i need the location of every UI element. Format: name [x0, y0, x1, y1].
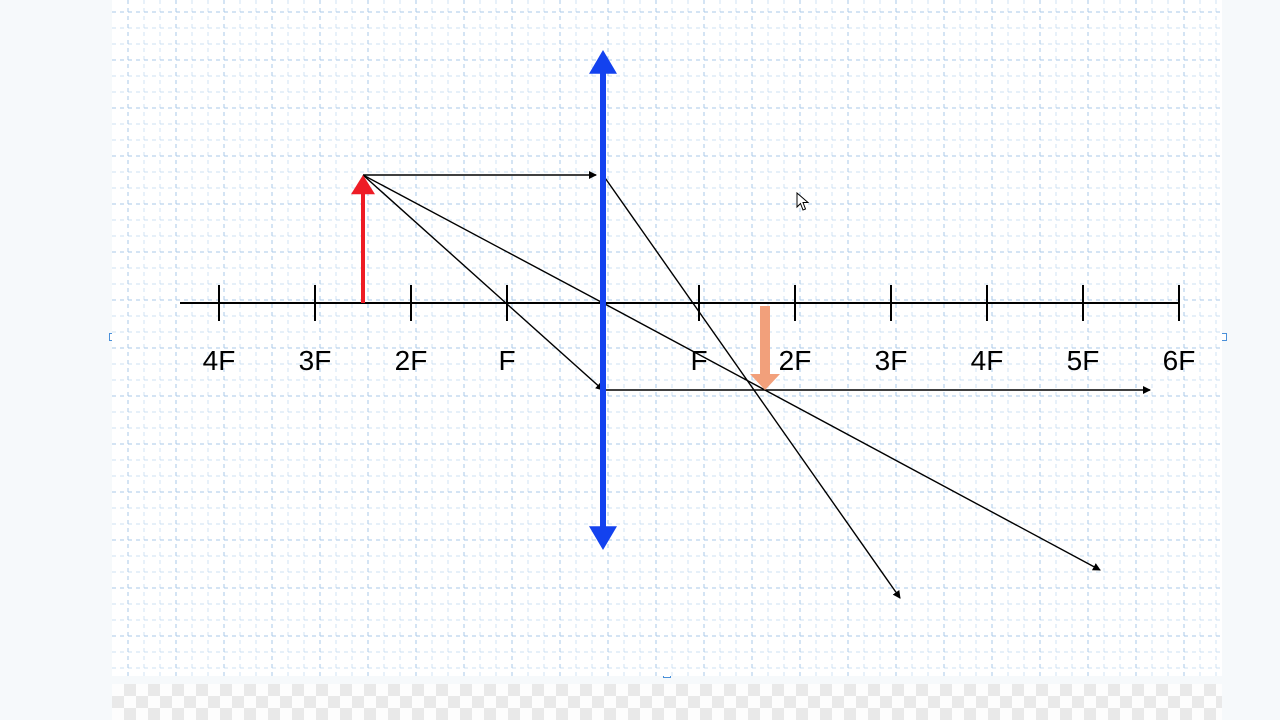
- axis-label-left-F: F: [498, 345, 515, 376]
- axis-label-right-6F: 6F: [1163, 345, 1196, 376]
- axis-label-right-2F: 2F: [779, 345, 812, 376]
- lens-ray-diagram: 4F 3F 2F F F 2F 3F 4F 5F 6F: [112, 0, 1222, 676]
- axis-label-left-4F: 4F: [203, 345, 236, 376]
- axis-label-right-3F: 3F: [875, 345, 908, 376]
- axis-label-right-F: F: [690, 345, 707, 376]
- axis-label-right-5F: 5F: [1067, 345, 1100, 376]
- axis-label-left-2F: 2F: [395, 345, 428, 376]
- axis-label-right-4F: 4F: [971, 345, 1004, 376]
- transparency-checker: [112, 684, 1222, 720]
- axis-label-left-3F: 3F: [299, 345, 332, 376]
